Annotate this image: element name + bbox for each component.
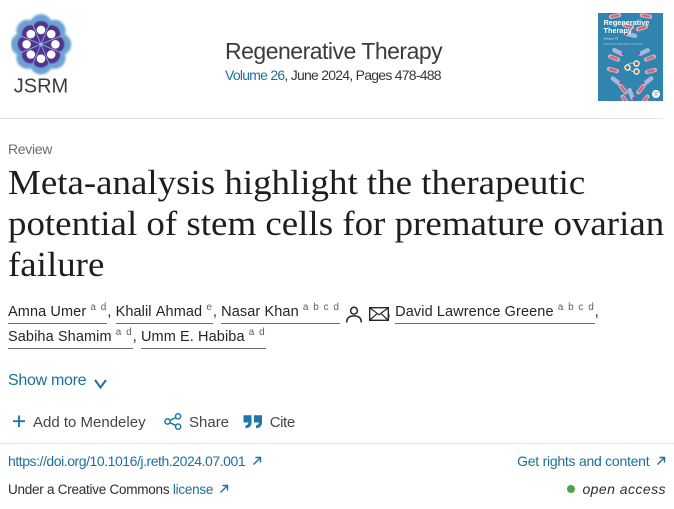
svg-text:JSRM: JSRM [14,76,68,98]
svg-text:Volume 76: Volume 76 [604,37,619,41]
svg-text:Therapy: Therapy [604,26,633,35]
svg-text:Editors-in-Chief: Akon Higuchi: Editors-in-Chief: Akon Higuchi, Takashi … [604,43,644,46]
svg-text:Regenerative: Regenerative [604,18,650,27]
